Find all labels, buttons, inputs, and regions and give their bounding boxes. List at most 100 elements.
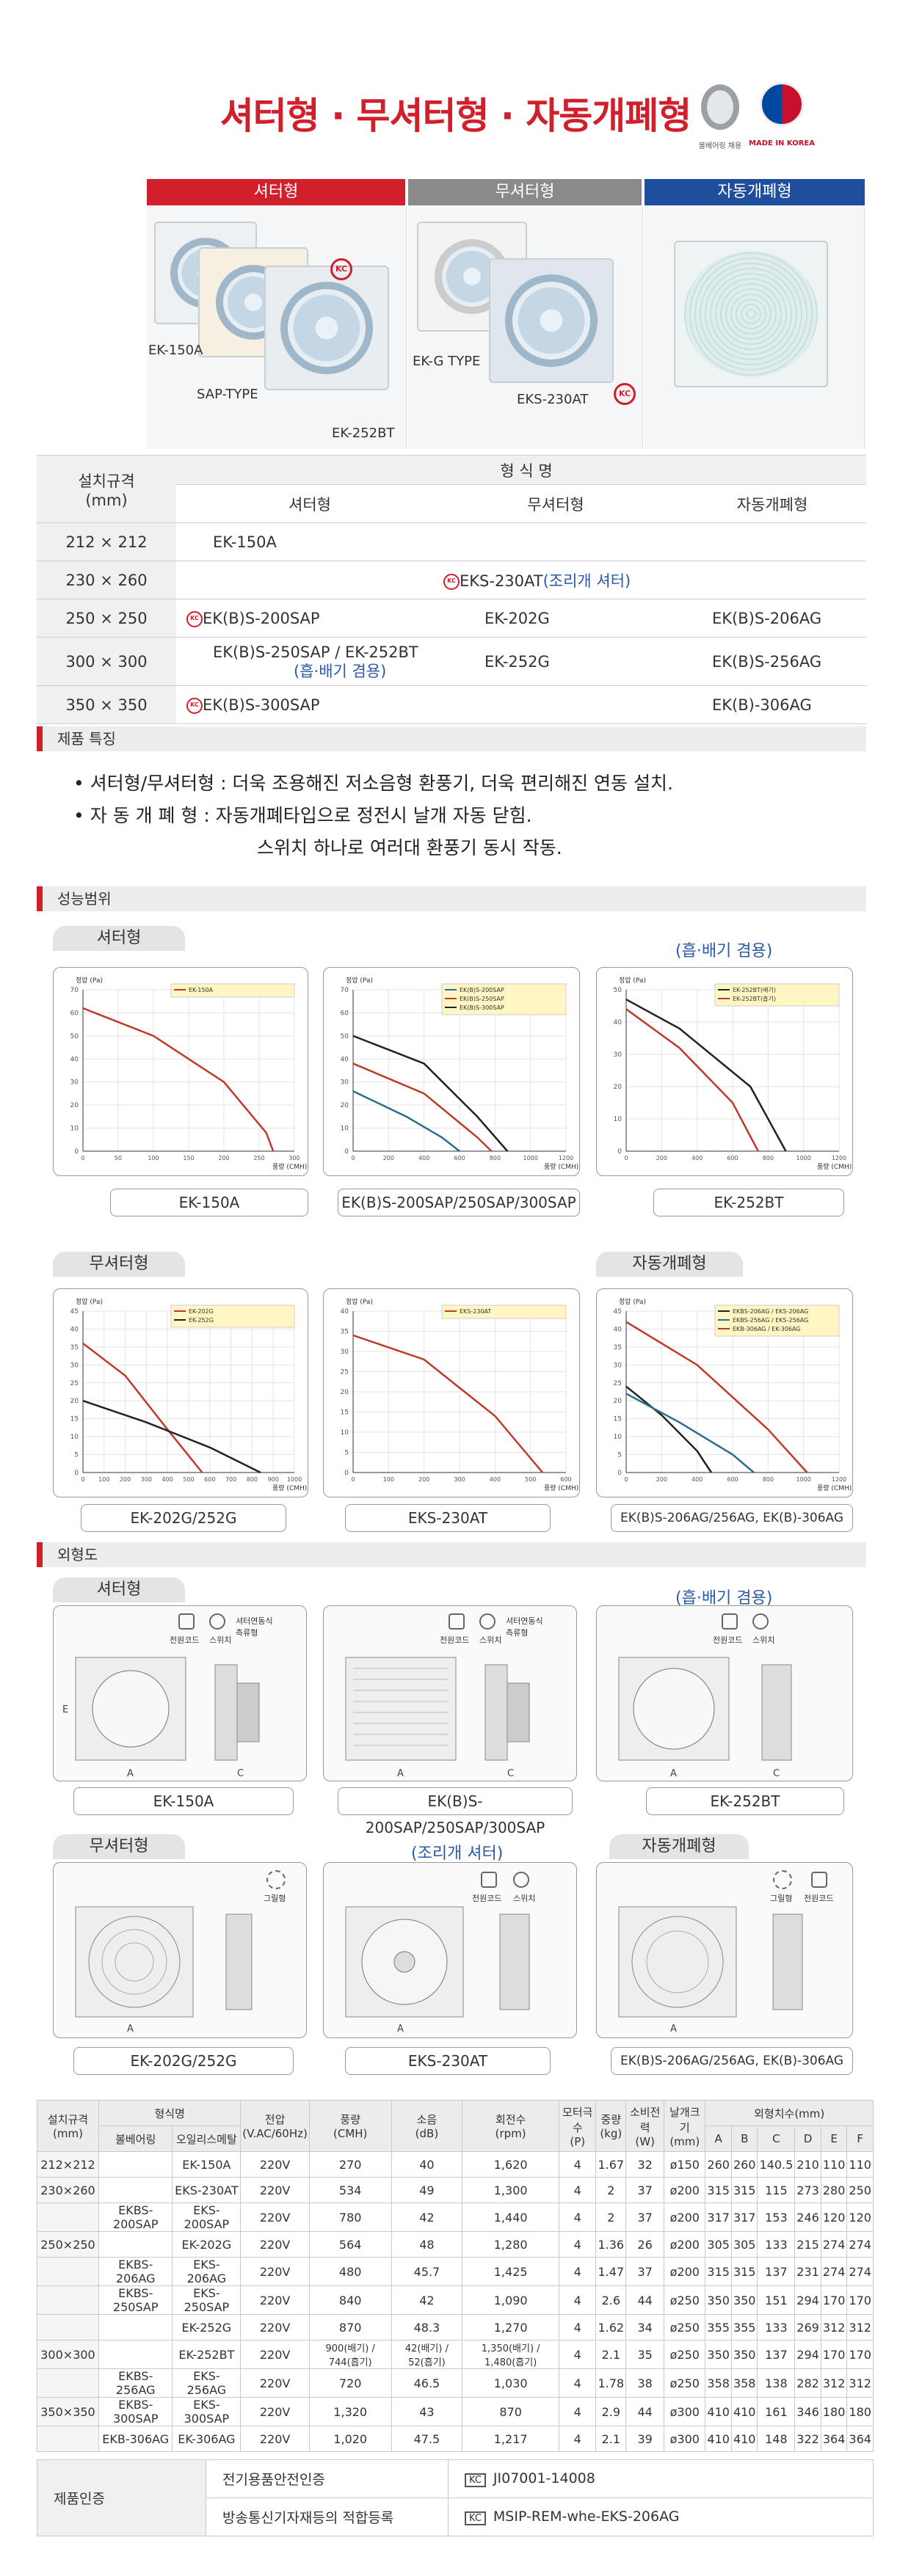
spec-size-header: 설치규격 (mm) [37, 455, 176, 523]
y-tick-label: 0 [74, 1470, 79, 1477]
y-tick-label: 10 [70, 1434, 79, 1441]
korea-taegeuk-icon [760, 82, 804, 126]
x-tick-label: 300 [288, 1155, 300, 1161]
x-tick-label: 1000 [287, 1476, 302, 1483]
y-tick-label: 30 [70, 1079, 79, 1087]
y-tick-label: 40 [614, 1019, 623, 1026]
kc-mark-icon: KC [443, 573, 460, 590]
series-line [352, 1090, 460, 1152]
feature-line: 스위치 하나로 여러대 환풍기 동시 작동. [257, 837, 562, 858]
table-row: EKBS-200SAP EKS-200SAP 220V 780 42 1,440 4 2 37 ø… [37, 2203, 874, 2232]
product-image-shutter: KC EK-150A SAP-TYPE EK-252BT [147, 207, 407, 449]
x-tick-label: 500 [525, 1476, 536, 1483]
chart-ek-sap: 0 10 20 30 40 50 60 70 0 200 400 600 800 1000 1200 정압 (… [341, 976, 579, 1171]
table-row: EK-252G 220V 870 48.3 1,270 4 1.62 34 ø250 355 355… [37, 2314, 874, 2340]
svg-text:C: C [237, 1768, 244, 1779]
y-tick-label: 0 [344, 1470, 349, 1477]
svg-text:C: C [773, 1768, 780, 1779]
performance-heading: 성능범위 [37, 886, 866, 911]
feature-line: • 셔터형/무셔터형 : 더욱 조용해진 저소음형 환풍기, 더욱 편리해진 연… [73, 773, 673, 794]
svg-text:A: A [397, 1768, 404, 1779]
kc-mark-icon: KC [330, 258, 352, 280]
x-tick-label: 1200 [832, 1476, 846, 1483]
table-row: EKB-306AG EK-306AG 220V 1,020 47.5 1,217 4 2.1 3… [37, 2426, 874, 2452]
kc-mark-icon: KC [465, 2511, 486, 2525]
x-tick-label: 600 [204, 1476, 215, 1483]
power-cord-icon [481, 1872, 497, 1888]
grille-icon [773, 1870, 792, 1889]
y-tick-label: 20 [614, 1398, 623, 1405]
y-tick-label: 40 [70, 1326, 79, 1333]
table-row: 212 × 212 EK-150A [37, 522, 866, 561]
x-tick-label: 1000 [523, 1155, 537, 1161]
x-tick-label: 0 [624, 1155, 628, 1161]
y-tick-label: 0 [344, 1148, 349, 1156]
x-tick-label: 800 [490, 1155, 501, 1161]
svg-text:A: A [127, 2024, 134, 2035]
x-axis-label: 풍량 (CMH) [544, 1162, 578, 1171]
y-tick-label: 30 [70, 1362, 79, 1369]
y-tick-label: 35 [70, 1344, 79, 1351]
product-image-no-shutter: KC EK-G TYPE EKS-230AT [408, 207, 643, 449]
y-tick-label: 0 [617, 1148, 622, 1156]
chart-caption: EKS-230AT [345, 1504, 551, 1532]
x-tick-label: 200 [218, 1155, 229, 1161]
y-tick-label: 50 [614, 987, 623, 994]
y-tick-label: 5 [617, 1452, 622, 1459]
product-label: EKS-230AT [517, 392, 589, 407]
outline-drawing-eks-230at: A 전원코드 스위치 [323, 1862, 577, 2038]
product-image-auto [645, 207, 865, 449]
series-line [625, 1385, 713, 1473]
table-row: EKBS-250SAP EKS-250SAP 220V 840 42 1,090 4 2.6 4… [37, 2285, 874, 2315]
x-tick-label: 150 [183, 1155, 194, 1161]
table-row: 350×350 EKBS-300SAP EKS-300SAP 220V 1,320 43 8… [37, 2397, 874, 2426]
y-tick-label: 25 [614, 1380, 622, 1387]
x-axis-label: 풍량 (CMH) [817, 1484, 852, 1492]
outline-heading: 외형도 [37, 1542, 866, 1567]
y-tick-label: 15 [70, 1416, 79, 1423]
legend-label: EK-202G [189, 1308, 214, 1315]
column-header-auto: 자동개폐형 [645, 179, 865, 205]
tag-shutter: 셔터형 [53, 926, 185, 951]
outline-caption: EK-252BT [646, 1787, 844, 1815]
spec-subheader: 자동개폐형 [668, 484, 866, 523]
y-axis-label: 정압 (Pa) [346, 976, 373, 985]
power-cord-icon [811, 1872, 827, 1888]
spec-subheader: 셔터형 [176, 484, 433, 523]
table-row: EKBS-206AG EKS-206AG 220V 480 45.7 1,425 4 1.47… [37, 2257, 874, 2286]
kc-mark-icon: KC [186, 610, 203, 627]
y-tick-label: 10 [341, 1429, 349, 1437]
x-axis-label: 풍량 (CMH) [272, 1162, 307, 1171]
x-tick-label: 600 [454, 1155, 465, 1161]
x-tick-label: 800 [763, 1155, 774, 1161]
y-tick-label: 0 [617, 1470, 622, 1477]
y-tick-label: 20 [70, 1102, 79, 1109]
table-row: 350 × 350 KC EK(B)S-300SAP EK(B)-306AG [37, 685, 866, 724]
x-tick-label: 200 [656, 1476, 667, 1483]
product-label: EK-G TYPE [413, 354, 481, 369]
y-tick-label: 5 [344, 1450, 349, 1457]
grille-icon [266, 1870, 286, 1889]
outline-caption: EK-150A [73, 1787, 294, 1815]
note-iris-shutter: (조리개 셔터) [411, 1845, 504, 1863]
x-tick-label: 0 [351, 1155, 355, 1161]
y-tick-label: 20 [341, 1389, 349, 1396]
x-tick-label: 600 [560, 1476, 571, 1483]
chart-caption: EK(B)S-206AG/256AG, EK(B)-306AG [611, 1504, 853, 1532]
series-line [625, 1393, 755, 1473]
legend-label: EK(B)S-300SAP [460, 1004, 504, 1011]
legend-box [170, 983, 295, 998]
legend-box [714, 1305, 840, 1337]
x-tick-label: 400 [692, 1476, 703, 1483]
legend-label: EK(B)S-200SAP [460, 987, 504, 993]
chart-ek-252bt: 0 10 20 30 40 50 0 200 400 600 800 1000 1200 정압 (Pa) 풍… [614, 976, 852, 1171]
feature-line: • 자 동 개 폐 형 : 자동개폐타입으로 정전시 날개 자동 닫힘. [73, 805, 532, 826]
kc-mark-icon: KC [614, 383, 636, 405]
column-header-shutter: 셔터형 [147, 179, 405, 205]
outline-caption: EKS-230AT [345, 2047, 551, 2075]
note-intake-exhaust: (흡·배기 겸용) [675, 1589, 773, 1608]
x-tick-label: 600 [727, 1155, 738, 1161]
x-tick-label: 800 [763, 1476, 774, 1483]
y-tick-label: 45 [70, 1308, 79, 1316]
series-line [82, 1343, 203, 1473]
